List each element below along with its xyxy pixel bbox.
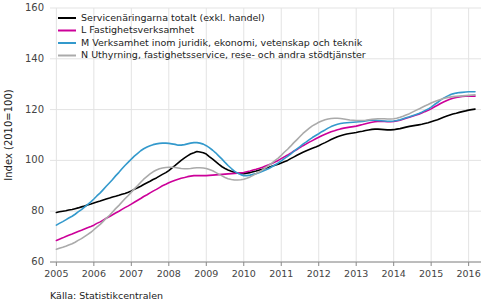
x-grid-line [393, 8, 394, 262]
source-note: Källa: Statistikcentralen [50, 290, 163, 301]
y-tick-label: 80 [31, 205, 44, 216]
x-tick-label: 2005 [44, 268, 68, 279]
x-tick [356, 262, 357, 266]
x-tick [318, 262, 319, 266]
legend-label: Servicenäringarna totalt (exkl. handel) [81, 12, 265, 23]
y-grid-line [50, 8, 481, 9]
x-tick-label: 2012 [307, 268, 331, 279]
x-tick [281, 262, 282, 266]
legend-swatch [58, 30, 76, 32]
y-tick-label: 140 [25, 53, 44, 64]
x-tick-label: 2016 [457, 268, 481, 279]
legend-label: L Fastighetsverksamhet [81, 24, 194, 35]
legend-label: N Uthyrning, fastighetsservice, rese- oc… [81, 49, 366, 60]
x-tick [56, 262, 57, 266]
x-tick-label: 2011 [269, 268, 293, 279]
x-tick-label: 2010 [232, 268, 256, 279]
legend-swatch [58, 17, 76, 19]
x-tick-label: 2013 [344, 268, 368, 279]
y-grid-line [50, 160, 481, 161]
x-axis-line [50, 262, 481, 263]
x-tick [206, 262, 207, 266]
y-axis-label: Index (2010=100) [3, 89, 14, 181]
grid [50, 8, 481, 262]
series-line [56, 109, 475, 212]
x-tick-label: 2009 [194, 268, 218, 279]
legend-label: M Verksamhet inom juridik, ekonomi, vete… [81, 37, 363, 48]
x-grid-line [56, 8, 57, 262]
x-grid-line [468, 8, 469, 262]
y-tick-label: 160 [25, 2, 44, 13]
legend: Servicenäringarna totalt (exkl. handel)L… [58, 12, 366, 61]
x-tick [243, 262, 244, 266]
y-tick-label: 100 [25, 154, 44, 165]
x-tick-label: 2014 [382, 268, 406, 279]
y-grid-line [50, 262, 481, 263]
x-tick-label: 2007 [119, 268, 143, 279]
x-tick [131, 262, 132, 266]
x-tick [93, 262, 94, 266]
x-grid-line [431, 8, 432, 262]
y-tick-label: 60 [31, 256, 44, 267]
series-line [56, 95, 475, 249]
legend-swatch [58, 42, 76, 44]
x-tick-label: 2008 [157, 268, 181, 279]
x-tick-label: 2015 [419, 268, 443, 279]
x-tick [431, 262, 432, 266]
legend-swatch [58, 55, 76, 57]
x-tick-label: 2006 [82, 268, 106, 279]
lines [56, 92, 475, 249]
x-tick [468, 262, 469, 266]
x-tick [393, 262, 394, 266]
y-tick-label: 120 [25, 104, 44, 115]
chart: 60 80 100 120 140 160 2005 2006 2007 2008 2009 2010… [0, 0, 493, 304]
x-tick [168, 262, 169, 266]
